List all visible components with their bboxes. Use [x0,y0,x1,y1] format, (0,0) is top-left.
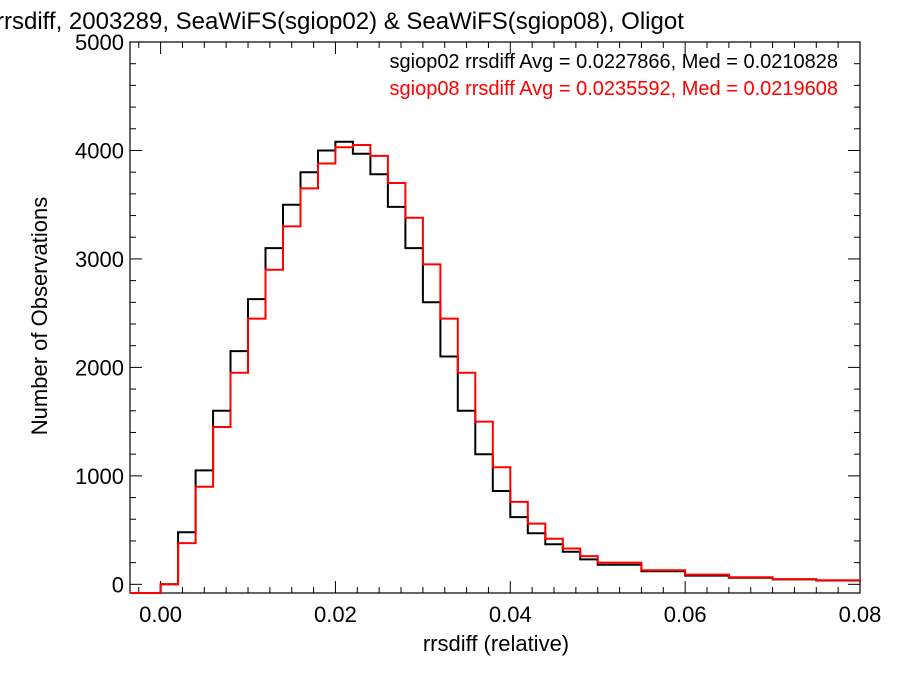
x-tick-label: 0.08 [839,602,882,627]
series-layer [130,140,861,594]
x-tick-label: 0.04 [489,602,532,627]
y-axis-title: Number of Observations [27,197,52,435]
plot-frame [129,41,861,594]
y-axis-ticks: 0 1000 2000 3000 4000 5000 [75,30,860,597]
x-tick-label: 0.02 [314,602,357,627]
x-tick-label: 0.06 [664,602,707,627]
plot-border [129,41,861,594]
y-tick-label: 5000 [75,30,124,55]
x-tick-label: 0.00 [139,602,182,627]
x-axis-ticks: 0.00 0.02 0.04 0.06 0.08 [138,42,882,627]
annotation-sgiop08: sgiop08 rrsdiff Avg = 0.0235592, Med = 0… [390,78,839,100]
x-axis-title: rrsdiff (relative) [423,631,569,656]
chart-title: rrsdiff, 2003289, SeaWiFS(sgiop02) & Sea… [0,8,684,35]
y-tick-label: 4000 [75,138,124,163]
series-sgiop02-line [130,140,861,594]
y-tick-label: 1000 [75,464,124,489]
y-tick-label: 2000 [75,355,124,380]
y-tick-label: 0 [112,572,124,597]
annotation-sgiop02: sgiop02 rrsdiff Avg = 0.0227866, Med = 0… [390,51,839,73]
y-tick-label: 3000 [75,247,124,272]
series-sgiop08-line [130,144,861,594]
